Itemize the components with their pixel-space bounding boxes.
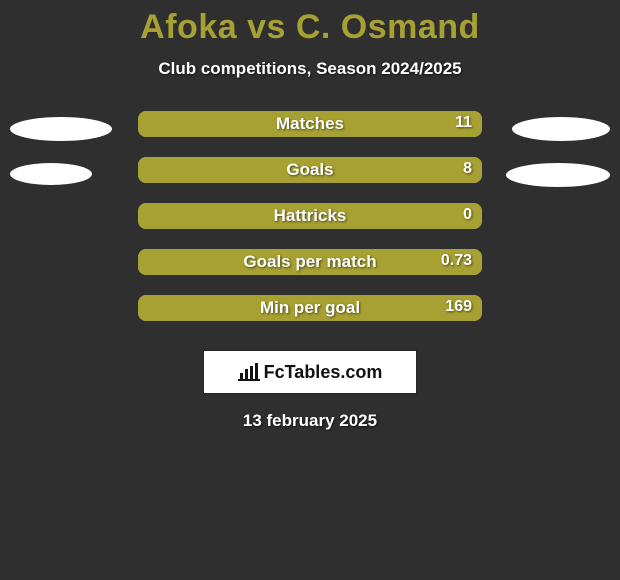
stat-label: Min per goal — [260, 298, 360, 318]
chart-title: Afoka vs C. Osmand — [0, 0, 620, 47]
player-ellipse-left — [10, 117, 112, 141]
stat-value-right: 169 — [445, 298, 472, 316]
chart-subtitle: Club competitions, Season 2024/2025 — [0, 59, 620, 79]
bar-chart-icon — [238, 363, 260, 381]
player-ellipse-right — [512, 117, 610, 141]
stat-label: Goals per match — [243, 252, 376, 272]
stat-row: Min per goal 169 — [0, 295, 620, 341]
logo-box: FcTables.com — [202, 349, 418, 395]
stat-row: Goals 8 — [0, 157, 620, 203]
player-ellipse-left — [10, 163, 92, 185]
stat-row: Goals per match 0.73 — [0, 249, 620, 295]
chart-container: Afoka vs C. Osmand Club competitions, Se… — [0, 0, 620, 580]
stat-value-right: 11 — [455, 114, 472, 132]
stat-row: Hattricks 0 — [0, 203, 620, 249]
logo-inner: FcTables.com — [238, 362, 383, 383]
stat-value-right: 0.73 — [441, 252, 472, 270]
date-line: 13 february 2025 — [0, 411, 620, 431]
stat-row: Matches 11 — [0, 111, 620, 157]
stat-label: Goals — [286, 160, 333, 180]
logo-text: FcTables.com — [264, 362, 383, 383]
stat-value-right: 0 — [463, 206, 472, 224]
player-ellipse-right — [506, 163, 610, 187]
stats-area: Matches 11 Goals 8 Hattricks 0 Goals per match… — [0, 111, 620, 341]
stat-label: Matches — [276, 114, 344, 134]
stat-value-right: 8 — [463, 160, 472, 178]
stat-label: Hattricks — [274, 206, 347, 226]
